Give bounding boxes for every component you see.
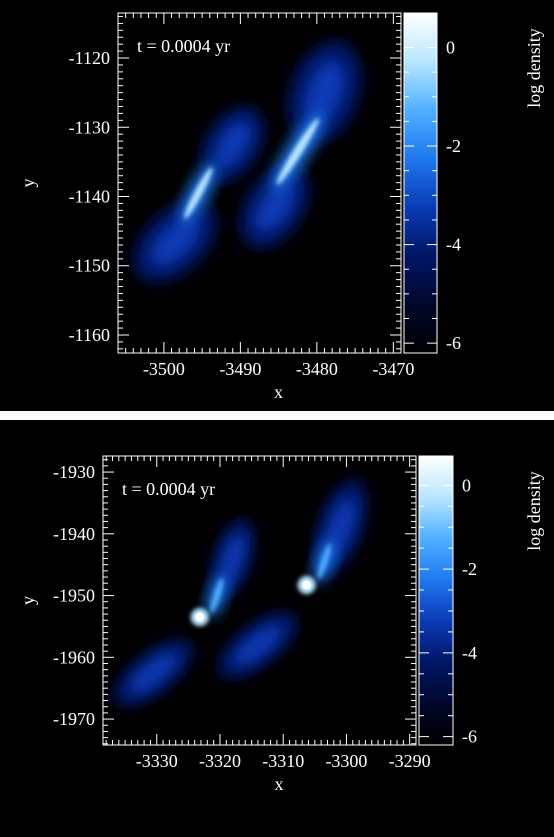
density-lobe-inner	[214, 121, 251, 168]
colorbar-tick-label: -4	[446, 235, 461, 255]
density-bridge	[179, 162, 217, 224]
density-lobe-inner	[220, 534, 245, 583]
density-lobe	[114, 639, 194, 707]
x-tick-label: -3490	[219, 359, 261, 379]
density-field	[133, 40, 362, 283]
time-annotation: t = 0.0004 yr	[137, 36, 230, 56]
density-bridge-core	[210, 577, 224, 614]
density-lobe	[133, 200, 217, 283]
density-lobe	[239, 165, 310, 249]
y-tick-label: -1940	[53, 524, 95, 544]
y-tick-label: -1930	[53, 462, 95, 482]
simulation-panel-top: -3500 -3490 -3480 -3470 -1120 -1130 -1140 -1150…	[0, 0, 554, 411]
colorbar-tick-label: -6	[446, 333, 461, 353]
density-core	[302, 580, 312, 590]
colorbar-tick-label: -2	[462, 559, 477, 579]
y-tick-label: -1160	[69, 325, 110, 345]
x-tick-label: -3310	[262, 751, 304, 771]
x-tick-label: -3300	[325, 751, 367, 771]
density-bridge-core	[317, 543, 331, 580]
x-tick-label: -3330	[136, 751, 178, 771]
density-bridge-core	[184, 167, 213, 219]
density-bridge	[313, 540, 335, 583]
density-lobe-inner	[254, 181, 295, 232]
colorbar-gradient	[404, 13, 437, 353]
x-tick-label: -3470	[372, 359, 414, 379]
plot-frame	[102, 455, 417, 746]
density-bridge-core	[276, 118, 319, 185]
density-bridge	[206, 574, 228, 617]
y-tick-label: -1140	[69, 187, 110, 207]
density-bridge	[271, 112, 324, 191]
colorbar-tick-label: -2	[446, 136, 461, 156]
density-lobe	[218, 611, 298, 679]
colorbar-tick-label: 0	[462, 475, 471, 495]
y-tick-label: -1970	[53, 709, 95, 729]
density-lobe	[313, 479, 368, 576]
density-lobe-inner	[150, 217, 200, 266]
y-axis-label: y	[18, 596, 38, 605]
density-lobe-inner	[129, 652, 178, 693]
x-tick-label: -3480	[296, 359, 338, 379]
colorbar-ticks	[404, 22, 437, 344]
colorbar-label: log density	[524, 471, 544, 551]
colorbar-gradient	[419, 456, 453, 745]
axis-ticks	[117, 13, 402, 353]
x-axis-label: x	[274, 382, 283, 402]
density-map-bottom: -3330 -3320 -3310 -3300 -3290 -1930 -1940 -1950…	[18, 455, 544, 794]
x-tick-label: -3290	[389, 751, 431, 771]
density-lobe	[200, 106, 265, 183]
density-field	[114, 479, 368, 707]
y-axis-label: y	[18, 179, 38, 188]
colorbar-label: log density	[524, 28, 544, 108]
y-tick-label: -1960	[53, 647, 95, 667]
y-tick-label: -1950	[53, 586, 95, 606]
density-lobe-inner	[233, 625, 282, 665]
colorbar-tick-label: -4	[462, 643, 477, 663]
y-tick-label: -1130	[69, 117, 110, 137]
axis-ticks	[103, 456, 417, 745]
y-tick-label: -1150	[69, 256, 110, 276]
colorbar-tick-label: 0	[446, 37, 455, 57]
colorbar-frame	[403, 12, 438, 354]
time-annotation: t = 0.0004 yr	[122, 479, 215, 499]
density-lobe-inner	[304, 60, 345, 125]
y-tick-label: -1120	[69, 48, 110, 68]
density-lobe	[287, 40, 362, 145]
density-map-top: -3500 -3490 -3480 -3470 -1120 -1130 -1140 -1150…	[18, 12, 544, 402]
density-core	[195, 612, 205, 622]
colorbar-tick-label: -6	[462, 727, 477, 747]
colorbar-frame	[418, 455, 454, 746]
x-tick-label: -3500	[143, 359, 185, 379]
colorbar-ticks	[419, 463, 453, 738]
simulation-panel-bottom: -3330 -3320 -3310 -3300 -3290 -1930 -1940 -1950…	[0, 420, 554, 837]
x-axis-label: x	[275, 774, 284, 794]
x-tick-label: -3320	[199, 751, 241, 771]
